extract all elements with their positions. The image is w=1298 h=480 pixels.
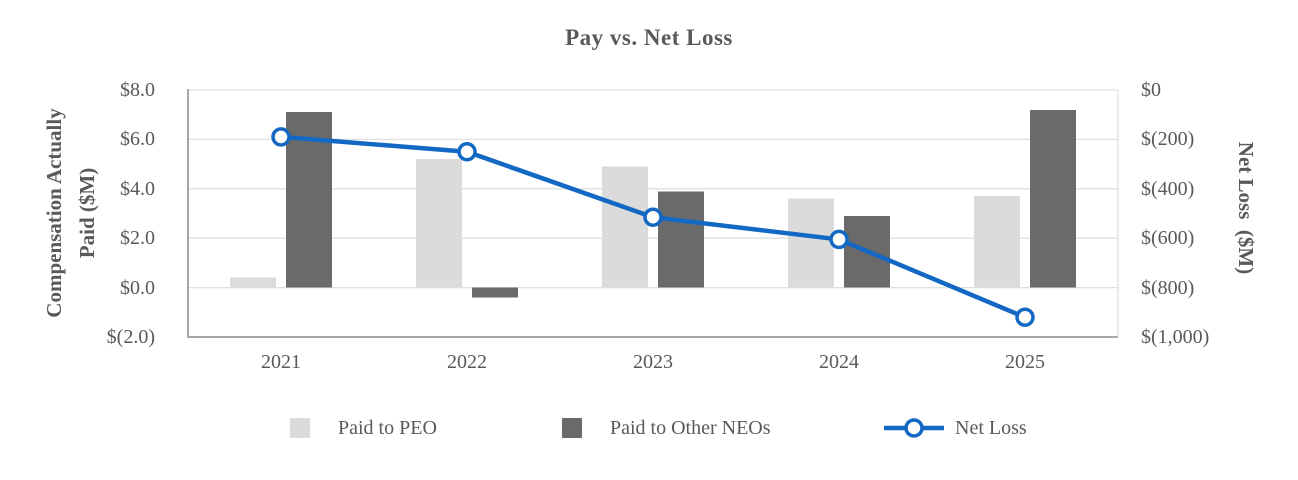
left-axis-tick: $6.0 bbox=[120, 128, 155, 151]
marker-net-loss-2022 bbox=[457, 142, 477, 162]
right-axis-tick: $(600) bbox=[1141, 227, 1195, 250]
legend-item-paid-to-other-neos: Paid to Other NEOs bbox=[562, 415, 771, 441]
legend-swatch-paid-to-peo bbox=[290, 418, 310, 438]
legend-label: Paid to PEO bbox=[338, 416, 437, 439]
marker-net-loss-2021 bbox=[271, 127, 291, 147]
bar-paid-to-other-neos-2025 bbox=[1030, 109, 1076, 288]
marker-net-loss-2025 bbox=[1015, 307, 1035, 327]
right-axis-tick: $0 bbox=[1141, 79, 1161, 101]
legend-swatch-paid-to-other-neos bbox=[562, 418, 582, 438]
legend-item-paid-to-peo: Paid to PEO bbox=[290, 415, 437, 441]
bar-paid-to-peo-2022 bbox=[416, 159, 462, 288]
legend-line-marker-icon bbox=[884, 418, 944, 438]
bar-paid-to-peo-2023 bbox=[602, 166, 648, 288]
chart-title: Pay vs. Net Loss bbox=[565, 25, 733, 50]
right-axis-tick: $(1,000) bbox=[1141, 326, 1210, 348]
x-axis-label-2021: 2021 bbox=[261, 351, 301, 373]
left-axis-tick: $4.0 bbox=[120, 177, 155, 200]
marker-net-loss-2023 bbox=[643, 207, 663, 227]
right-axis-tick: $(200) bbox=[1141, 128, 1195, 151]
marker-net-loss-2024 bbox=[829, 229, 849, 250]
bar-paid-to-peo-2024 bbox=[788, 198, 834, 288]
left-axis-tick: $8.0 bbox=[120, 79, 155, 101]
bar-paid-to-peo-2021 bbox=[230, 277, 276, 288]
legend-label: Paid to Other NEOs bbox=[610, 416, 771, 439]
line-net-loss bbox=[278, 134, 1028, 320]
right-axis-tick: $(400) bbox=[1141, 177, 1195, 200]
x-axis-label-2024: 2024 bbox=[819, 351, 859, 373]
bar-paid-to-other-neos-2022 bbox=[472, 287, 518, 298]
left-axis-tick: $0.0 bbox=[120, 276, 155, 299]
left-axis-ticks: $8.0 $6.0 $4.0 $2.0 $0.0 $(2.0) bbox=[0, 0, 155, 480]
bar-paid-to-other-neos-2023 bbox=[658, 191, 704, 288]
x-axis-label-2023: 2023 bbox=[633, 351, 673, 373]
legend-item-net-loss: Net Loss bbox=[883, 415, 1027, 441]
x-axis-label-2022: 2022 bbox=[447, 351, 487, 373]
left-axis-tick: $(2.0) bbox=[106, 326, 155, 348]
x-axis-label-2025: 2025 bbox=[1005, 351, 1045, 373]
left-axis-tick: $2.0 bbox=[120, 227, 155, 250]
right-axis-tick: $(800) bbox=[1141, 276, 1195, 299]
bar-paid-to-peo-2025 bbox=[974, 196, 1020, 288]
right-axis-ticks: $0 $(200) $(400) $(600) $(800) $(1,000) bbox=[1141, 0, 1251, 480]
legend-label: Net Loss bbox=[955, 416, 1027, 439]
